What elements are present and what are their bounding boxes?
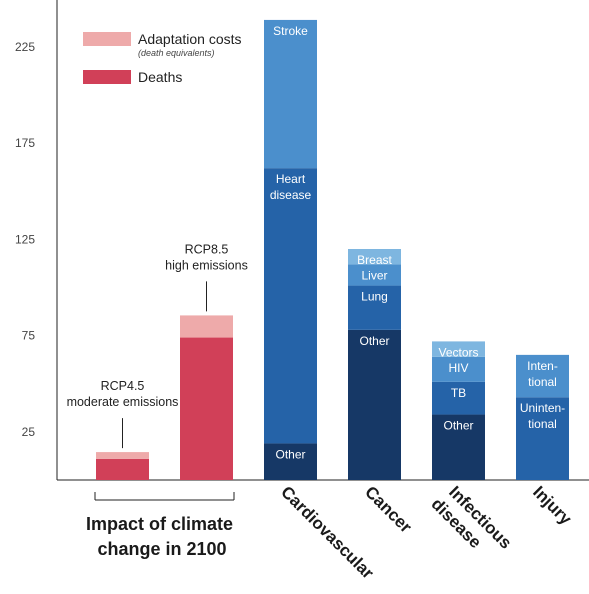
y-axis-ticks: 25 75 125 175 225 bbox=[15, 40, 35, 439]
segment-label-liver: Liver bbox=[361, 268, 387, 282]
legend-label-deaths: Deaths bbox=[138, 69, 182, 85]
category-label-cancer: Cancer bbox=[361, 482, 415, 536]
category-label-injury: Injury bbox=[529, 482, 576, 529]
bar-infectious-disease-tb bbox=[432, 381, 485, 415]
segment-label-intentional: Inten-tional bbox=[527, 359, 558, 389]
y-tick-label: 225 bbox=[15, 40, 35, 54]
bar-rcp4-5-deaths bbox=[96, 458, 149, 480]
y-tick-label: 75 bbox=[22, 329, 36, 343]
annotation-rcp8-5: RCP8.5 high emissions bbox=[165, 242, 248, 272]
legend-swatch-deaths bbox=[83, 70, 131, 84]
legend-swatch-adaptation bbox=[83, 32, 131, 46]
bar-rcp4-5-adaptation-costs bbox=[96, 452, 149, 459]
bar-cardiovascular-heart-disease bbox=[264, 168, 317, 444]
segment-label-tb: TB bbox=[451, 386, 466, 400]
bar-cancer-liver bbox=[348, 264, 401, 286]
legend-label-adaptation: Adaptation costs bbox=[138, 31, 242, 47]
bar-rcp8-5-deaths bbox=[180, 337, 233, 480]
bar-infectious-disease-hiv bbox=[432, 356, 485, 382]
segment-label-stroke: Stroke bbox=[273, 24, 308, 38]
y-tick-label: 125 bbox=[15, 232, 35, 246]
legend: Adaptation costs (death equivalents) Dea… bbox=[83, 31, 242, 85]
bar-cancer-breast bbox=[348, 249, 401, 265]
segment-label-other: Other bbox=[275, 447, 305, 461]
segment-label-unintentional: Uninten-tional bbox=[520, 401, 565, 431]
segment-label-heart-disease: Heart disease bbox=[270, 172, 312, 202]
bar-rcp8-5-adaptation-costs bbox=[180, 315, 233, 338]
bar-injury-unintentional bbox=[516, 397, 569, 480]
climate-group-label: Impact of climate change in 2100 bbox=[86, 514, 238, 559]
bar-cancer-lung bbox=[348, 285, 401, 330]
y-tick-label: 175 bbox=[15, 136, 35, 150]
category-label-cardiovascular: Cardiovascular bbox=[277, 482, 378, 583]
bars bbox=[96, 19, 569, 480]
bar-cardiovascular-stroke bbox=[264, 19, 317, 169]
annotation-rcp4-5: RCP4.5 moderate emissions bbox=[67, 379, 179, 409]
segment-label-other: Other bbox=[359, 334, 389, 348]
segment-label-lung: Lung bbox=[361, 290, 388, 304]
segment-labels: Other Heart disease Stroke Other Lung LiverBre… bbox=[270, 24, 565, 461]
segment-label-vectors: Vectors bbox=[438, 345, 478, 359]
y-tick-label: 25 bbox=[22, 425, 36, 439]
climate-group-bracket bbox=[94, 492, 235, 501]
segment-label-other: Other bbox=[443, 419, 473, 433]
segment-label-hiv: HIV bbox=[448, 361, 468, 375]
bar-injury-intentional bbox=[516, 354, 569, 398]
legend-sublabel-adaptation: (death equivalents) bbox=[138, 48, 215, 58]
bar-infectious-disease-other bbox=[432, 414, 485, 480]
category-label-infectious-disease: Infectiousdisease bbox=[427, 480, 515, 568]
bar-cardiovascular-other bbox=[264, 443, 317, 480]
bar-infectious-disease-vectors bbox=[432, 341, 485, 357]
bar-cancer-other bbox=[348, 329, 401, 480]
segment-label-breast: Breast bbox=[357, 253, 392, 267]
annotations: RCP4.5 moderate emissions RCP8.5 high emiss… bbox=[67, 242, 248, 449]
